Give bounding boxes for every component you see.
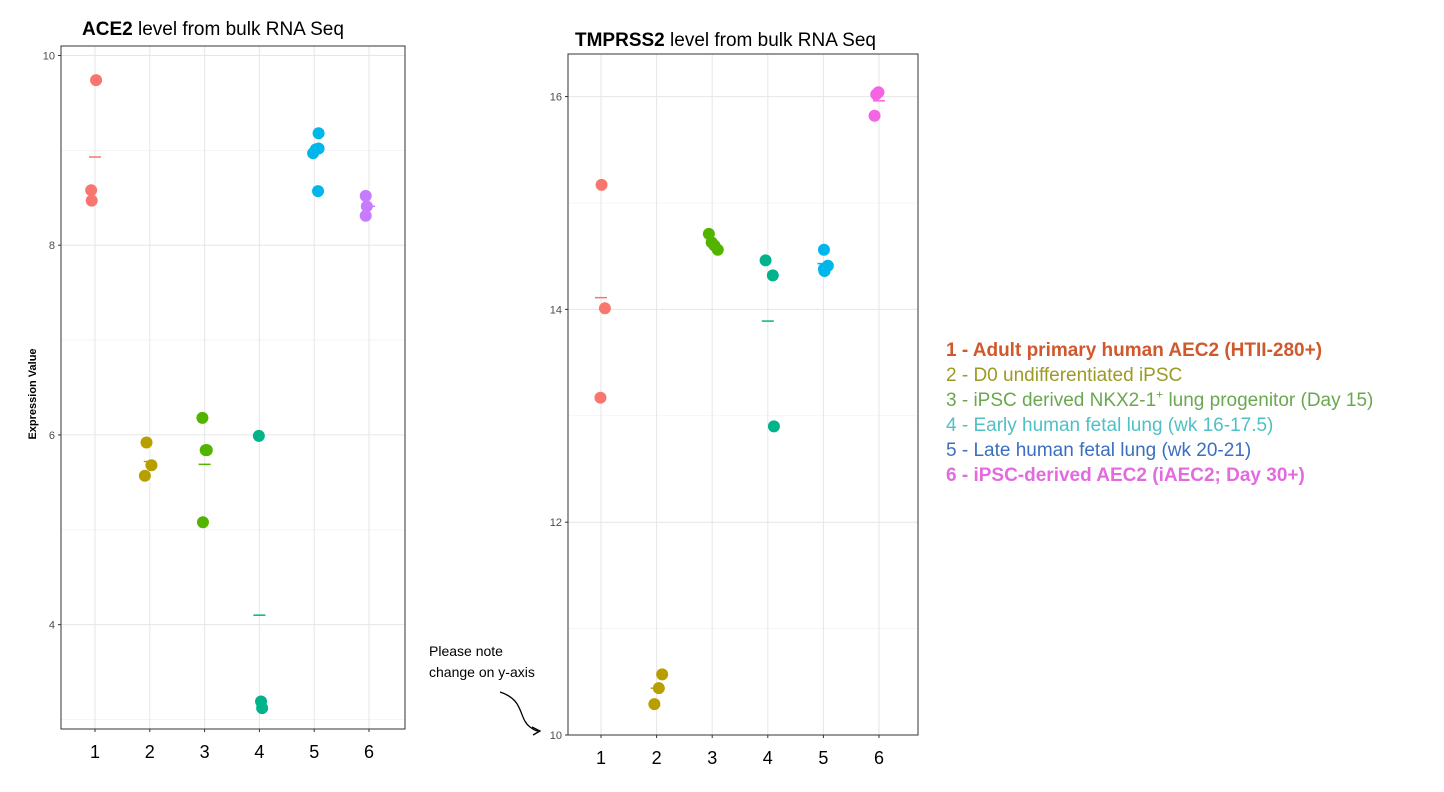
ace2-point-group-1 xyxy=(90,74,103,87)
y-tick-label: 12 xyxy=(550,517,562,529)
note-arrow xyxy=(499,691,539,732)
tmprss2-gridlines xyxy=(568,54,918,736)
ace2-point-group-5 xyxy=(307,147,320,160)
x-tick-label: 1 xyxy=(596,748,606,768)
y-tick-label: 6 xyxy=(49,430,55,442)
legend-item-6: 6 - iPSC-derived AEC2 (iAEC2; Day 30+) xyxy=(946,465,1305,486)
legend-item-3-text-after: lung progenitor (Day 15) xyxy=(1163,390,1374,411)
tmprss2-point-group-1 xyxy=(598,302,611,315)
x-tick-label: 5 xyxy=(309,742,319,762)
x-tick-label: 4 xyxy=(763,748,773,768)
tmprss2-mean-markers xyxy=(595,100,885,689)
x-tick-label: 3 xyxy=(200,742,210,762)
y-tick-label: 16 xyxy=(550,92,562,104)
ace2-gridlines xyxy=(61,46,405,729)
ace2-point-group-1 xyxy=(85,184,98,197)
ace2-panel: ACE2 level from bulk RNA Seq Expression … xyxy=(27,19,406,762)
ace2-point-group-3 xyxy=(196,411,209,424)
legend: 1 - Adult primary human AEC2 (HTII-280+)… xyxy=(946,338,1373,488)
y-tick-label: 4 xyxy=(49,620,55,632)
ace2-point-group-4 xyxy=(256,702,269,715)
x-tick-label: 2 xyxy=(652,748,662,768)
y-tick-label: 10 xyxy=(550,730,562,742)
x-tick-label: 6 xyxy=(364,742,374,762)
ace2-x-ticks: 1 2 3 4 5 6 xyxy=(90,729,374,762)
tmprss2-panel-title: TMPRSS2 level from bulk RNA Seq xyxy=(575,30,876,51)
note-arrowhead-icon xyxy=(531,726,542,736)
ace2-point-group-2 xyxy=(140,436,153,449)
x-tick-label: 2 xyxy=(145,742,155,762)
tmprss2-title-rest: level from bulk RNA Seq xyxy=(670,30,876,51)
tmprss2-y-ticks: 10 12 14 16 xyxy=(550,92,568,742)
tmprss2-panel: TMPRSS2 level from bulk RNA Seq 10121416… xyxy=(550,30,919,768)
ace2-plot-frame xyxy=(60,45,406,730)
ace2-point-group-6 xyxy=(359,189,372,202)
ace2-point-group-6 xyxy=(360,200,373,213)
x-tick-label: 3 xyxy=(707,748,717,768)
ace2-data-points xyxy=(85,74,373,715)
ace2-point-group-2 xyxy=(138,469,151,482)
tmprss2-point-group-6 xyxy=(870,88,883,101)
legend-item-3-superscript: + xyxy=(1156,387,1164,402)
tmprss2-point-group-4 xyxy=(759,254,772,267)
y-tick-label: 8 xyxy=(49,240,55,252)
legend-item-3-text: 3 - iPSC derived NKX2-1 xyxy=(946,390,1157,411)
legend-item-3: 3 - iPSC derived NKX2-1+ lung progenitor… xyxy=(946,388,1373,413)
tmprss2-point-group-5 xyxy=(818,265,831,278)
tmprss2-point-group-4 xyxy=(766,269,779,282)
tmprss2-data-points xyxy=(594,86,885,711)
ace2-point-group-5 xyxy=(312,185,325,198)
legend-item-5: 5 - Late human fetal lung (wk 20-21) xyxy=(946,440,1252,461)
tmprss2-title-gene: TMPRSS2 xyxy=(575,30,665,51)
tmprss2-point-group-5 xyxy=(817,243,830,256)
ace2-title-rest: level from bulk RNA Seq xyxy=(138,19,344,40)
tmprss2-point-group-1 xyxy=(595,178,608,191)
legend-item-2: 2 - D0 undifferentiated iPSC xyxy=(946,365,1183,386)
x-tick-label: 6 xyxy=(874,748,884,768)
ace2-point-group-5 xyxy=(312,127,325,140)
note-line-2: change on y-axis xyxy=(429,664,535,680)
ace2-point-group-1 xyxy=(85,194,98,207)
note-line-1: Please note xyxy=(429,643,503,659)
ace2-mean-markers xyxy=(89,150,375,616)
ace2-point-group-3 xyxy=(196,516,209,529)
ace2-point-group-2 xyxy=(145,459,158,472)
axis-change-note: Please note change on y-axis xyxy=(429,643,542,736)
tmprss2-point-group-2 xyxy=(648,698,661,711)
ace2-point-group-4 xyxy=(252,429,265,442)
ace2-title-gene: ACE2 xyxy=(82,19,133,40)
tmprss2-x-ticks: 1 2 3 4 5 6 xyxy=(596,735,884,768)
tmprss2-point-group-3 xyxy=(711,243,724,256)
y-tick-label: 10 xyxy=(43,50,55,62)
x-tick-label: 1 xyxy=(90,742,100,762)
ace2-y-axis-label: Expression Value xyxy=(27,348,39,439)
ace2-point-group-6 xyxy=(359,209,372,222)
tmprss2-plot-frame xyxy=(567,53,919,736)
y-tick-label: 14 xyxy=(550,304,562,316)
ace2-y-ticks: 4 6 8 10 xyxy=(43,50,61,632)
ace2-point-group-3 xyxy=(199,444,212,457)
legend-item-4: 4 - Early human fetal lung (wk 16-17.5) xyxy=(946,415,1274,436)
tmprss2-point-group-2 xyxy=(652,682,665,695)
tmprss2-point-group-1 xyxy=(594,391,607,404)
legend-item-1: 1 - Adult primary human AEC2 (HTII-280+) xyxy=(946,340,1323,361)
x-tick-label: 4 xyxy=(254,742,264,762)
tmprss2-point-group-2 xyxy=(656,668,669,681)
ace2-panel-title: ACE2 level from bulk RNA Seq xyxy=(82,19,344,40)
tmprss2-point-group-6 xyxy=(868,109,881,122)
tmprss2-point-group-4 xyxy=(767,420,780,433)
x-tick-label: 5 xyxy=(818,748,828,768)
